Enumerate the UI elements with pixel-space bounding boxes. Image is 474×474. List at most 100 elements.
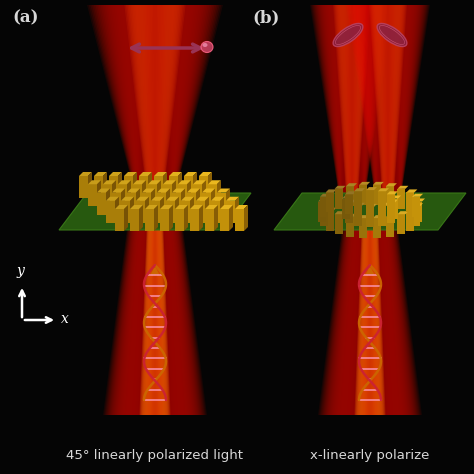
Polygon shape	[373, 185, 381, 205]
Polygon shape	[169, 176, 178, 198]
Polygon shape	[390, 199, 398, 219]
Polygon shape	[313, 5, 391, 195]
Polygon shape	[169, 172, 182, 176]
Polygon shape	[118, 228, 192, 415]
Polygon shape	[97, 192, 106, 215]
Polygon shape	[359, 185, 367, 205]
Polygon shape	[106, 189, 110, 215]
Polygon shape	[361, 228, 379, 415]
Polygon shape	[138, 5, 172, 195]
Polygon shape	[342, 5, 363, 195]
Polygon shape	[318, 5, 387, 195]
Polygon shape	[148, 172, 152, 198]
Polygon shape	[121, 197, 134, 201]
Polygon shape	[205, 209, 214, 231]
Polygon shape	[124, 172, 137, 176]
Polygon shape	[149, 228, 161, 415]
Polygon shape	[341, 5, 364, 195]
Polygon shape	[235, 197, 239, 223]
Polygon shape	[89, 5, 221, 195]
Polygon shape	[352, 5, 424, 195]
Polygon shape	[397, 211, 409, 214]
Polygon shape	[319, 228, 421, 415]
Polygon shape	[147, 228, 163, 415]
Polygon shape	[379, 5, 398, 195]
Polygon shape	[235, 205, 248, 209]
Ellipse shape	[333, 23, 363, 46]
Polygon shape	[149, 228, 161, 415]
Polygon shape	[346, 183, 357, 186]
Polygon shape	[357, 5, 419, 195]
Polygon shape	[366, 187, 377, 190]
Polygon shape	[205, 197, 209, 223]
Polygon shape	[97, 189, 110, 192]
Polygon shape	[321, 5, 383, 195]
Polygon shape	[351, 5, 425, 195]
Polygon shape	[371, 5, 405, 195]
Polygon shape	[184, 205, 188, 231]
Polygon shape	[163, 180, 176, 184]
Polygon shape	[202, 180, 206, 206]
Ellipse shape	[377, 23, 407, 46]
Polygon shape	[211, 201, 220, 223]
Polygon shape	[330, 228, 410, 415]
Polygon shape	[140, 5, 170, 195]
Polygon shape	[363, 228, 377, 415]
Polygon shape	[115, 197, 119, 223]
Polygon shape	[217, 189, 230, 192]
Polygon shape	[342, 195, 353, 199]
Polygon shape	[375, 5, 401, 195]
Polygon shape	[88, 172, 92, 198]
Polygon shape	[229, 205, 233, 231]
Polygon shape	[145, 209, 154, 231]
Polygon shape	[364, 228, 376, 415]
Polygon shape	[366, 204, 377, 207]
Polygon shape	[373, 182, 384, 185]
Polygon shape	[340, 5, 365, 195]
Polygon shape	[79, 176, 88, 198]
Polygon shape	[348, 5, 428, 195]
Polygon shape	[140, 228, 170, 415]
Polygon shape	[160, 209, 169, 231]
Polygon shape	[414, 199, 425, 201]
Polygon shape	[320, 203, 331, 206]
Polygon shape	[106, 197, 119, 201]
Polygon shape	[326, 190, 337, 192]
Polygon shape	[331, 228, 409, 415]
Polygon shape	[345, 191, 356, 194]
Polygon shape	[106, 201, 115, 223]
Polygon shape	[178, 184, 187, 206]
Polygon shape	[397, 214, 405, 234]
Polygon shape	[59, 193, 251, 230]
Polygon shape	[106, 5, 204, 195]
Polygon shape	[353, 5, 423, 195]
Polygon shape	[387, 200, 398, 203]
Polygon shape	[166, 201, 175, 223]
Polygon shape	[137, 5, 173, 195]
Polygon shape	[326, 192, 334, 212]
Polygon shape	[377, 5, 399, 195]
Polygon shape	[154, 176, 163, 198]
Polygon shape	[117, 228, 193, 415]
Polygon shape	[325, 5, 379, 195]
Polygon shape	[244, 205, 248, 231]
Polygon shape	[372, 5, 404, 195]
Polygon shape	[166, 189, 170, 215]
Polygon shape	[154, 172, 167, 176]
Polygon shape	[362, 228, 378, 415]
Polygon shape	[112, 189, 125, 192]
Polygon shape	[196, 201, 205, 223]
Polygon shape	[235, 209, 244, 231]
Polygon shape	[320, 228, 420, 415]
Polygon shape	[181, 189, 185, 215]
Polygon shape	[112, 5, 198, 195]
Polygon shape	[108, 5, 202, 195]
Polygon shape	[386, 183, 397, 186]
Polygon shape	[380, 5, 397, 195]
Polygon shape	[163, 172, 167, 198]
Polygon shape	[175, 205, 188, 209]
Polygon shape	[95, 5, 215, 195]
Polygon shape	[397, 186, 409, 189]
Polygon shape	[118, 184, 127, 206]
Polygon shape	[148, 228, 162, 415]
